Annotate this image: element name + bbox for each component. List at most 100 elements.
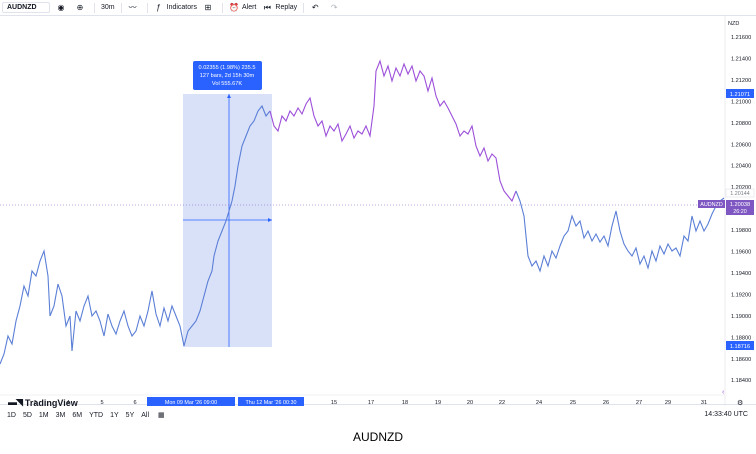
low-price-tag	[726, 341, 754, 350]
range-ytd[interactable]: YTD	[89, 411, 104, 419]
settings-gear-icon[interactable]: ⚙	[737, 399, 743, 406]
mid-price-tag	[725, 188, 755, 198]
time-start-tag-text: Mon 09 Mar '26 09:00	[165, 400, 217, 406]
price-tick-label: 1.21400	[731, 56, 751, 62]
compare-button[interactable]: ⊕	[75, 0, 88, 15]
divider	[221, 2, 223, 13]
countdown-text: 26:20	[733, 209, 747, 215]
range-6m[interactable]: 6M	[72, 411, 83, 419]
price-tick-label: 1.19400	[731, 271, 751, 277]
price-tick-label: 1.20800	[731, 121, 751, 127]
redo-icon: ↷	[330, 3, 338, 12]
time-tick-label: 24	[536, 400, 542, 406]
price-tick-label: 1.18600	[731, 357, 751, 363]
tradingview-logo: ▬◥ TradingView	[8, 397, 78, 408]
range-all[interactable]: All	[141, 411, 150, 419]
range-5d[interactable]: 5D	[22, 411, 32, 419]
time-end-tag	[238, 397, 304, 406]
indicators-button[interactable]: ƒ Indicators	[154, 0, 197, 15]
current-price-tag	[726, 200, 754, 215]
symbol-info-button[interactable]: ◉	[56, 0, 69, 15]
measure-box[interactable]	[183, 94, 272, 347]
measure-label-box	[193, 61, 262, 90]
rewind-icon: ⏮	[263, 2, 271, 12]
layouts-button[interactable]: ⊞	[203, 0, 216, 15]
time-tick-label: 5	[100, 400, 103, 406]
time-tick-label: 18	[402, 400, 408, 406]
price-series-purple	[269, 59, 517, 203]
bottom-toolbar: 1D 5D 1M 3M 6M YTD 1Y 5Y All ▦ 14:33:40 …	[0, 408, 756, 422]
alert-label: Alert	[241, 4, 257, 11]
time-axis-ticks[interactable]: 3456910151718192022242526272931	[33, 400, 707, 406]
chart-type-button[interactable]: 〰	[128, 0, 141, 15]
image-caption: AUDNZD	[353, 430, 403, 444]
time-tick-label: 19	[435, 400, 441, 406]
price-tick-label: 1.21000	[731, 99, 751, 105]
plus-circle-icon: ⊕	[76, 3, 84, 12]
chart-pane[interactable]: 0.02355 (1.98%) 235.5 127 bars, 2d 15h 3…	[0, 15, 756, 408]
range-1m[interactable]: 1M	[38, 411, 49, 419]
price-tick-label: 1.19000	[731, 314, 751, 320]
time-tick-label: 27	[636, 400, 642, 406]
price-axis-currency: NZD	[728, 21, 739, 27]
time-tick-label: 17	[368, 400, 374, 406]
time-tick-label: 31	[701, 400, 707, 406]
indicators-label: Indicators	[166, 4, 197, 11]
divider	[120, 2, 122, 13]
measure-arrow-right	[268, 218, 272, 222]
range-3m[interactable]: 3M	[55, 411, 66, 419]
interval-button[interactable]: 30m	[101, 4, 115, 11]
range-5y[interactable]: 5Y	[125, 411, 135, 419]
timezone-clock[interactable]: 14:33:40 UTC	[704, 411, 748, 418]
price-series-blue-early	[0, 104, 271, 365]
time-start-tag	[147, 397, 235, 406]
price-tick-label: 1.19600	[731, 250, 751, 256]
divider	[146, 2, 148, 13]
alert-button[interactable]: ⏰ Alert	[229, 0, 256, 15]
eye-icon: ◉	[57, 3, 65, 12]
symbol-search[interactable]: AUDNZD	[2, 2, 50, 13]
time-tick-label: 25	[570, 400, 576, 406]
replay-button[interactable]: ⏮ Replay	[262, 0, 297, 15]
price-tick-label: 1.21200	[731, 78, 751, 84]
scroll-back-arrow-icon[interactable]: ‹	[722, 389, 725, 396]
mid-price-tag-text: 1.20144	[730, 191, 750, 197]
alarm-clock-icon: ⏰	[229, 3, 239, 12]
undo-icon: ↶	[311, 3, 319, 12]
measure-label-line1: 0.02355 (1.98%) 235.5	[199, 65, 256, 71]
high-price-tag-text: 1.21071	[730, 92, 750, 98]
symbol-tag-text: AUDNZD	[700, 202, 723, 208]
symbol-tag	[698, 200, 725, 208]
date-range-calendar-icon[interactable]: ▦	[158, 412, 165, 419]
time-tick-label: 26	[603, 400, 609, 406]
undo-button[interactable]: ↶	[310, 0, 323, 15]
time-end-tag-text: Thu 12 Mar '26 00:30	[245, 400, 296, 406]
time-tick-label: 20	[467, 400, 473, 406]
measure-label-line3: Vol 555.67K	[212, 81, 242, 87]
price-tick-label: 1.18800	[731, 335, 751, 341]
current-price-tag-text: 1.20038	[730, 202, 750, 208]
price-tick-label: 1.20400	[731, 164, 751, 170]
price-tick-label: 1.18400	[731, 378, 751, 384]
divider	[94, 2, 95, 13]
range-1y[interactable]: 1Y	[110, 411, 119, 419]
redo-button[interactable]: ↷	[329, 0, 342, 15]
top-toolbar: AUDNZD ◉ ⊕ 30m 〰 ƒ Indicators ⊞ ⏰ Alert ⏮ R…	[0, 0, 756, 15]
low-price-tag-text: 1.18716	[730, 344, 750, 350]
price-chart[interactable]: 0.02355 (1.98%) 235.5 127 bars, 2d 15h 3…	[0, 16, 756, 406]
time-tick-label: 22	[499, 400, 505, 406]
time-tick-label: 29	[665, 400, 671, 406]
price-tick-label: 1.19200	[731, 292, 751, 298]
price-tick-label: 1.20600	[731, 142, 751, 148]
measure-label-line2: 127 bars, 2d 15h 30m	[200, 73, 255, 79]
replay-label: Replay	[275, 4, 298, 11]
time-tick-label: 4	[66, 400, 69, 406]
price-series-blue-late	[515, 190, 725, 273]
indicators-icon: ƒ	[156, 3, 161, 12]
range-1d[interactable]: 1D	[7, 411, 16, 419]
time-tick-label: 15	[331, 400, 337, 406]
grid-icon: ⊞	[204, 3, 212, 12]
measure-arrow-up	[227, 94, 231, 98]
tradingview-mark-icon: ▬◥	[8, 397, 23, 407]
time-tick-label: 3	[33, 400, 36, 406]
